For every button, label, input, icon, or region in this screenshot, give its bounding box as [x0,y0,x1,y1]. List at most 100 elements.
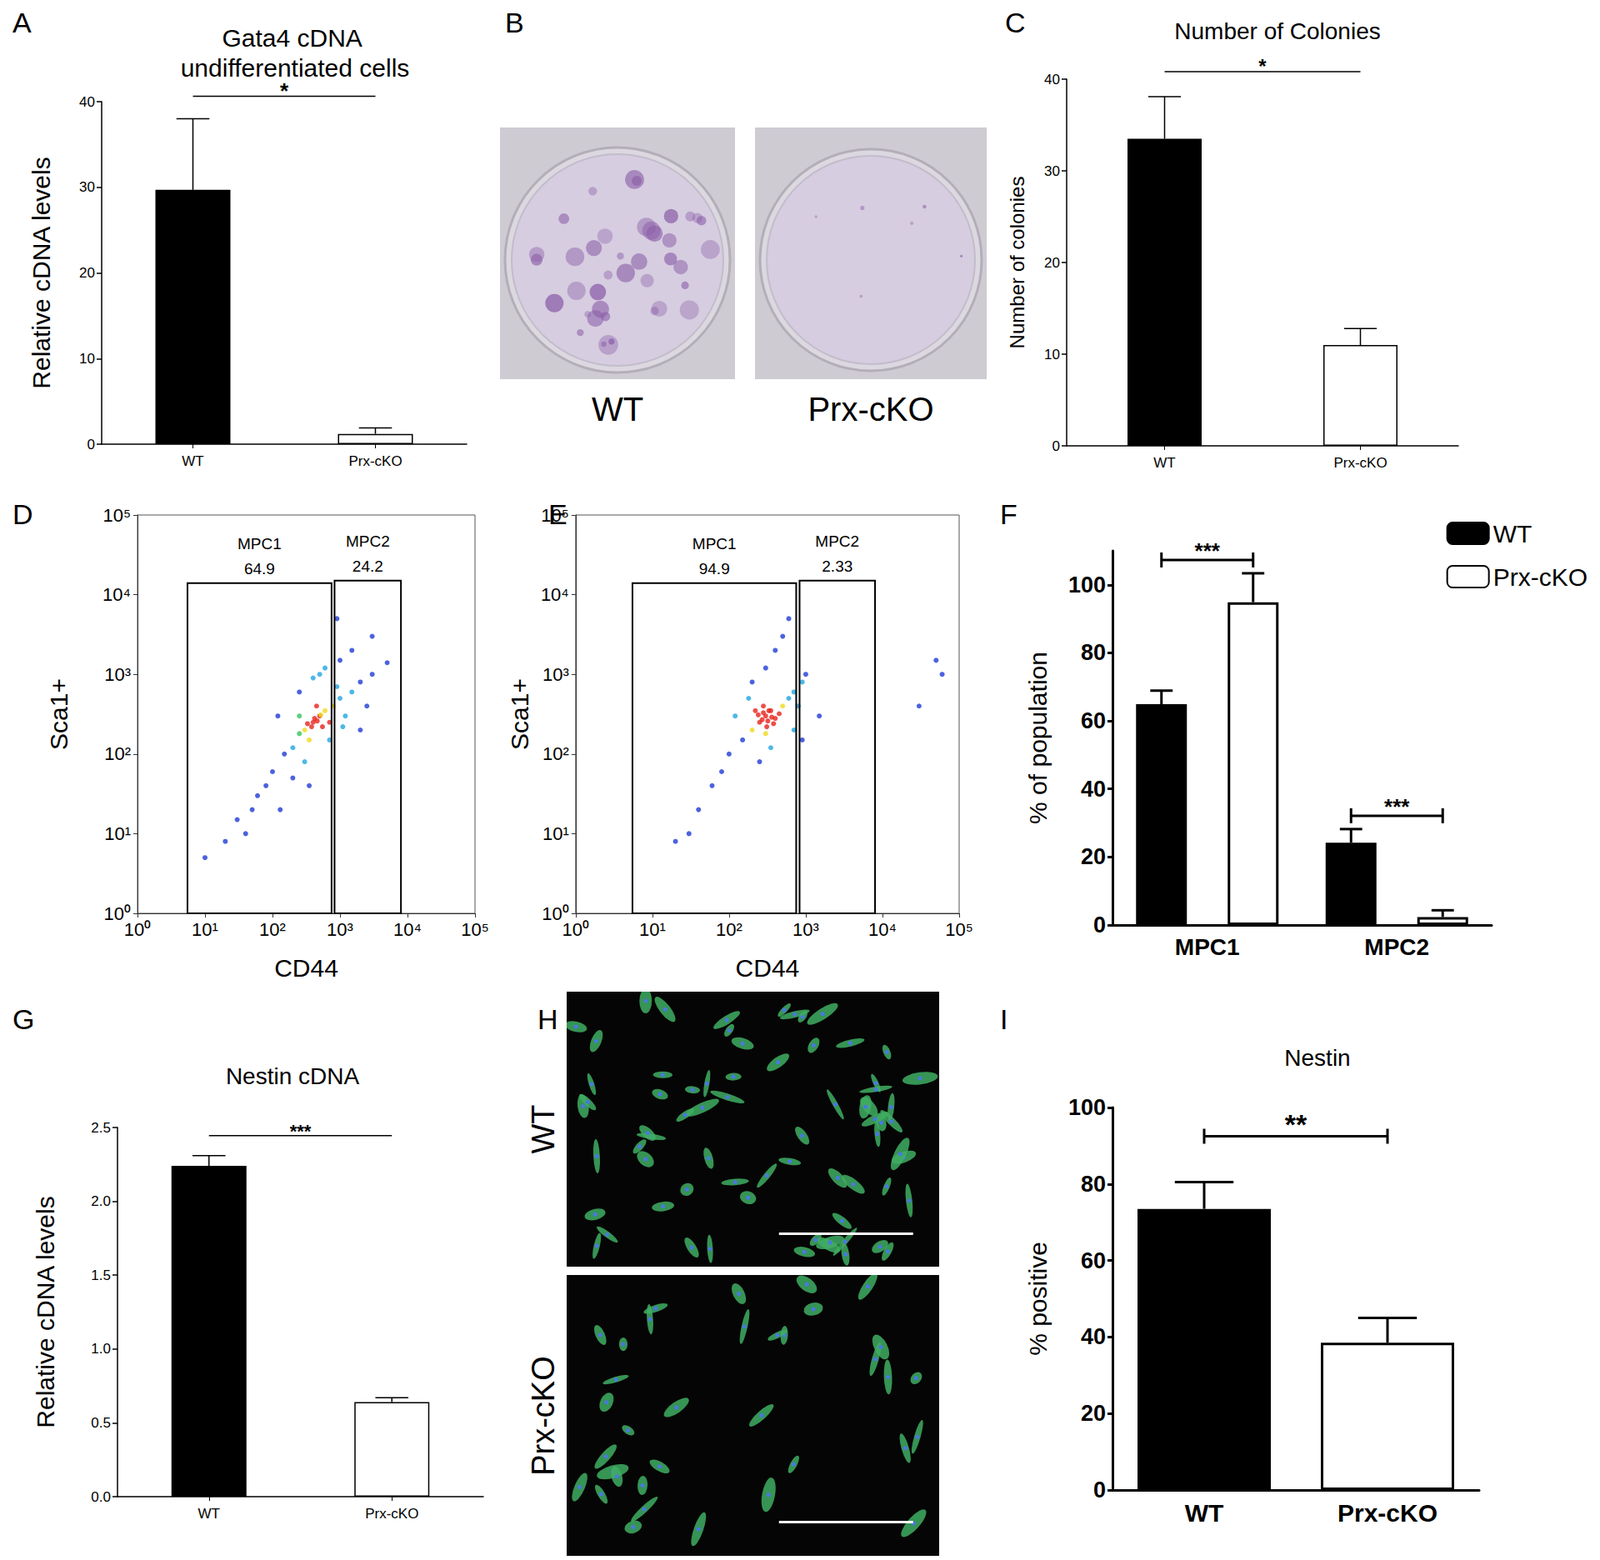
svg-text:10⁴: 10⁴ [393,919,422,940]
html-text:C: C [1005,6,1026,39]
svg-text:Nestin: Nestin [1284,1045,1350,1071]
svg-text:MPC1: MPC1 [237,535,282,553]
html-text:Prx-cKO: Prx-cKO [807,390,934,428]
svg-text:1.0: 1.0 [90,1340,111,1357]
html-text:D: D [12,498,33,530]
svg-text:CD44: CD44 [274,954,339,982]
svg-text:20: 20 [1080,1400,1106,1426]
svg-text:Nestin cDNA: Nestin cDNA [225,1063,360,1090]
svg-text:20: 20 [1044,255,1060,271]
svg-text:Prx-cKO: Prx-cKO [348,453,402,470]
svg-text:***: *** [1195,538,1221,564]
svg-text:MPC2: MPC2 [815,532,860,550]
svg-text:WT: WT [181,453,204,470]
svg-text:Sca1+: Sca1+ [45,678,73,750]
svg-text:Prx-cKO: Prx-cKO [1337,1499,1438,1527]
svg-text:*: * [1258,55,1267,78]
svg-text:94.9: 94.9 [699,560,730,578]
svg-text:2.5: 2.5 [90,1120,111,1136]
svg-text:MPC1: MPC1 [692,535,737,553]
svg-text:80: 80 [1080,640,1106,665]
svg-text:**: ** [1285,1108,1308,1140]
svg-text:0.5: 0.5 [90,1415,111,1431]
svg-text:60: 60 [1080,708,1106,734]
svg-text:10⁵: 10⁵ [540,505,570,526]
svg-text:MPC2: MPC2 [345,532,390,550]
svg-text:Prx-cKO: Prx-cKO [1333,455,1387,471]
svg-text:***: *** [1384,794,1410,820]
svg-text:10²: 10² [259,919,286,940]
svg-text:80: 80 [1080,1171,1106,1197]
svg-text:30: 30 [1044,163,1060,180]
svg-text:10³: 10³ [326,919,354,940]
svg-text:20: 20 [79,265,95,281]
svg-text:Prx-cKO: Prx-cKO [1493,563,1588,591]
svg-text:20: 20 [1080,844,1106,870]
html-text:G: G [12,1003,35,1035]
svg-text:100: 100 [1068,1095,1106,1120]
svg-text:10⁵: 10⁵ [945,919,974,940]
svg-text:10: 10 [79,350,95,367]
svg-text:10¹: 10¹ [104,823,131,845]
svg-text:100: 100 [1068,572,1106,598]
svg-text:0: 0 [1093,912,1106,938]
svg-text:WT: WT [198,1505,220,1522]
svg-text:% positive: % positive [1024,1241,1052,1356]
svg-text:64.9: 64.9 [244,560,275,578]
svg-text:Number of colonies: Number of colonies [1005,176,1029,350]
svg-text:10³: 10³ [104,664,131,685]
svg-text:10⁰: 10⁰ [541,902,569,924]
svg-text:10⁴: 10⁴ [102,584,131,605]
svg-text:10⁴: 10⁴ [540,584,570,605]
svg-text:MPC2: MPC2 [1364,934,1430,960]
svg-text:CD44: CD44 [735,954,800,982]
svg-text:Relative cDNA levels: Relative cDNA levels [27,156,55,389]
svg-text:10³: 10³ [792,919,820,940]
svg-text:2.33: 2.33 [821,557,853,575]
svg-text:40: 40 [79,94,95,110]
html-text:Prx-cKO: Prx-cKO [525,1355,561,1476]
svg-text:10⁵: 10⁵ [102,505,131,526]
svg-text:0: 0 [1093,1477,1106,1503]
svg-text:Relative cDNA levels: Relative cDNA levels [31,1195,60,1428]
svg-text:10⁴: 10⁴ [868,919,897,940]
svg-text:WT: WT [1185,1499,1225,1527]
svg-text:10²: 10² [104,743,131,765]
svg-text:Sca1+: Sca1+ [505,678,534,750]
svg-text:10³: 10³ [542,664,570,685]
svg-text:0: 0 [1052,438,1060,455]
svg-text:10⁰: 10⁰ [562,919,590,940]
svg-text:undifferentiated cells: undifferentiated cells [180,54,410,82]
svg-text:10⁰: 10⁰ [124,919,151,940]
svg-text:40: 40 [1044,71,1060,88]
svg-text:10¹: 10¹ [542,823,570,845]
svg-text:Number of Colonies: Number of Colonies [1174,18,1380,45]
svg-text:10²: 10² [542,743,570,765]
svg-text:2.0: 2.0 [90,1193,111,1210]
html-text:WT: WT [525,1104,561,1154]
svg-text:10: 10 [1044,346,1060,363]
svg-text:Prx-cKO: Prx-cKO [365,1505,419,1522]
svg-text:10¹: 10¹ [191,919,219,940]
svg-text:0: 0 [87,436,95,453]
svg-text:***: *** [290,1120,312,1142]
svg-text:40: 40 [1080,1324,1106,1350]
svg-text:1.5: 1.5 [90,1267,111,1284]
html-text:H: H [537,1003,558,1035]
svg-text:Gata4 cDNA: Gata4 cDNA [221,24,368,52]
svg-text:10⁵: 10⁵ [460,919,490,940]
svg-text:% of population: % of population [1024,651,1052,825]
svg-text:WT: WT [1153,455,1175,471]
svg-text:24.2: 24.2 [352,557,384,575]
svg-text:*: * [280,78,290,104]
svg-text:10²: 10² [715,919,743,940]
svg-text:MPC1: MPC1 [1175,934,1240,960]
svg-text:30: 30 [79,179,95,195]
html-text:WT: WT [591,390,644,428]
svg-text:60: 60 [1080,1248,1106,1274]
svg-text:10⁰: 10⁰ [103,902,131,924]
svg-text:10¹: 10¹ [639,919,666,940]
svg-text:WT: WT [1493,520,1533,548]
svg-text:0.0: 0.0 [90,1489,111,1505]
svg-text:40: 40 [1080,776,1106,802]
